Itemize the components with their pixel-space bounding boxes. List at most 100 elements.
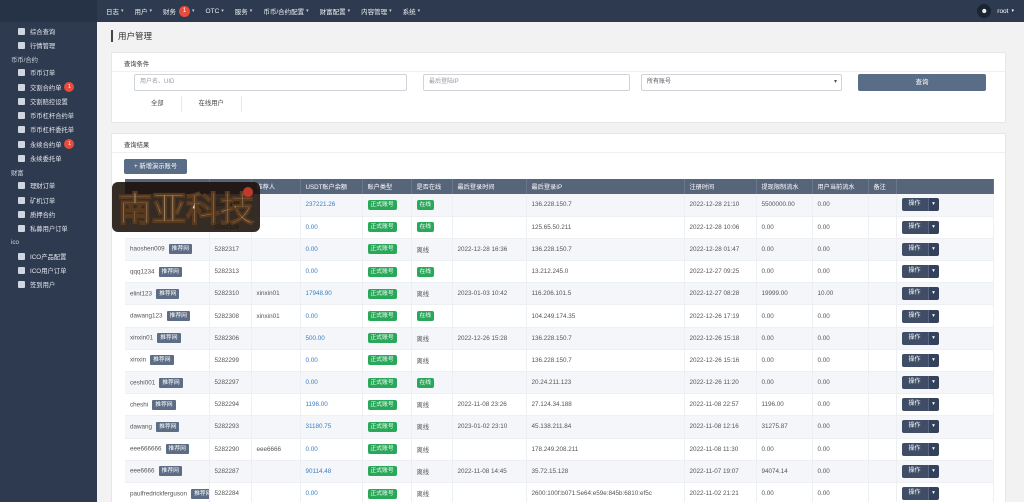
sidebar-item-4[interactable]: 交割合约单 1 [0,80,97,94]
chevron-down-icon[interactable]: ▾ [927,242,939,256]
cell-usdt[interactable]: 90114.48 [300,460,363,483]
sidebar-item-7[interactable]: 币币杠杆委托单 [0,123,97,137]
usdt-balance-link[interactable]: 0.00 [305,268,318,276]
action-group[interactable]: 操作 ▾ [901,331,939,345]
referral-tag[interactable]: 推荐网 [156,421,180,432]
nav-item-4[interactable]: 服务 ▾ [235,6,253,16]
action-group[interactable]: 操作 ▾ [901,309,939,323]
action-group[interactable]: 操作 ▾ [901,198,939,212]
user-search-input[interactable]: 用户名、UID [134,74,407,91]
cell-usdt[interactable]: 237221.26 [300,194,363,217]
nav-item-3[interactable]: OTC ▾ [206,8,224,15]
chevron-down-icon[interactable]: ▾ [927,287,939,301]
usdt-balance-link[interactable]: 237221.26 [305,201,336,209]
action-button[interactable]: 操作 [901,265,928,279]
cell-usdt[interactable]: 0.00 [300,238,363,262]
usdt-balance-link[interactable]: 0.00 [305,490,318,498]
referral-tag[interactable]: 推荐网 [152,399,176,410]
user-menu[interactable]: ☻ root ▾ [977,0,1014,22]
action-group[interactable]: 操作 ▾ [901,398,939,412]
action-group[interactable]: 操作 ▾ [901,376,939,390]
action-button[interactable]: 操作 [901,442,928,456]
sidebar-item-5[interactable]: 交割赔控设置 [0,94,97,108]
action-button[interactable]: 操作 [901,353,928,367]
tab-online-users[interactable]: 在线用户 [182,96,242,112]
action-group[interactable]: 操作 ▾ [901,487,939,501]
referral-tag[interactable]: 推荐网 [191,488,208,499]
chevron-down-icon[interactable]: ▾ [927,442,939,456]
action-button[interactable]: 操作 [901,220,928,234]
action-button[interactable]: 操作 [901,287,928,301]
nav-item-0[interactable]: 日志 ▾ [106,6,124,16]
chevron-down-icon[interactable]: ▾ [927,353,939,367]
chevron-down-icon[interactable]: ▾ [927,309,939,323]
usdt-balance-link[interactable]: 0.00 [305,356,318,364]
action-button[interactable]: 操作 [901,398,928,412]
usdt-balance-link[interactable]: 31180.75 [305,423,332,431]
action-button[interactable]: 操作 [901,487,928,501]
chevron-down-icon[interactable]: ▾ [927,265,939,279]
referral-tag[interactable]: 推荐网 [159,377,183,388]
action-group[interactable]: 操作 ▾ [901,420,939,434]
sidebar-item-14[interactable]: 私募用户订单 [0,222,97,236]
referral-tag[interactable]: 推荐网 [165,444,189,455]
sidebar-item-16[interactable]: ICO产品配置 [0,249,97,263]
chevron-down-icon[interactable]: ▾ [927,398,939,412]
cell-usdt[interactable]: 0.00 [300,216,363,239]
nav-item-7[interactable]: 内容管理 ▾ [361,6,392,16]
cell-usdt[interactable]: 1196.00 [300,393,363,417]
cell-usdt[interactable]: 0.00 [300,371,363,395]
usdt-balance-link[interactable]: 0.00 [305,312,318,320]
referral-tag[interactable]: 推荐网 [158,466,182,477]
action-group[interactable]: 操作 ▾ [901,287,939,301]
cell-usdt[interactable]: 0.00 [300,260,363,284]
action-button[interactable]: 操作 [901,420,928,434]
referral-tag[interactable]: 推荐网 [158,266,182,277]
action-button[interactable]: 操作 [901,464,928,478]
account-type-select[interactable]: 所有账号 ▾ [641,74,842,91]
sidebar-item-1[interactable]: 行情管理 [0,38,97,52]
nav-item-1[interactable]: 用户 ▾ [135,6,153,16]
referral-tag[interactable]: 推荐网 [166,311,190,322]
chevron-down-icon[interactable]: ▾ [927,376,939,390]
sidebar-item-9[interactable]: 永续委托单 [0,151,97,165]
chevron-down-icon[interactable]: ▾ [927,464,939,478]
referral-tag[interactable]: 推荐网 [150,355,174,366]
sidebar-item-0[interactable]: 综合查询 [0,24,97,38]
action-button[interactable]: 操作 [901,242,928,256]
usdt-balance-link[interactable]: 17948.90 [305,290,332,298]
add-demo-account-button[interactable]: + 新增演示账号 [124,159,188,174]
sidebar-item-12[interactable]: 矿机订单 [0,193,97,207]
chevron-down-icon[interactable]: ▾ [927,198,939,212]
usdt-balance-link[interactable]: 0.00 [305,445,318,453]
referral-tag[interactable]: 推荐网 [168,244,193,255]
action-group[interactable]: 操作 ▾ [901,220,939,234]
sidebar-item-17[interactable]: ICO用户订单 [0,263,97,277]
sidebar-item-11[interactable]: 理财订单 [0,179,97,193]
nav-item-8[interactable]: 系统 ▾ [403,6,421,16]
cell-usdt[interactable]: 0.00 [300,304,363,328]
nav-item-2[interactable]: 财务 1 ▾ [163,5,195,17]
search-button[interactable]: 查询 [858,74,986,91]
cell-usdt[interactable]: 0.00 [300,438,363,461]
cell-usdt[interactable]: 500.00 [300,327,363,350]
action-button[interactable]: 操作 [901,376,928,390]
referral-tag[interactable]: 推荐网 [156,288,180,299]
chevron-down-icon[interactable]: ▾ [927,487,939,501]
nav-item-6[interactable]: 财富配置 ▾ [320,6,351,16]
tab-all[interactable]: 全部 [134,96,182,112]
action-button[interactable]: 操作 [901,309,928,323]
action-group[interactable]: 操作 ▾ [901,242,939,256]
cell-usdt[interactable]: 0.00 [300,349,363,373]
cell-usdt[interactable]: 0.00 [300,482,363,502]
usdt-balance-link[interactable]: 0.00 [305,245,318,253]
chevron-down-icon[interactable]: ▾ [927,420,939,434]
action-group[interactable]: 操作 ▾ [901,464,939,478]
action-group[interactable]: 操作 ▾ [901,442,939,456]
usdt-balance-link[interactable]: 90114.48 [305,467,332,475]
chevron-down-icon[interactable]: ▾ [927,331,939,345]
action-button[interactable]: 操作 [901,198,928,212]
usdt-balance-link[interactable]: 500.00 [305,334,325,342]
usdt-balance-link[interactable]: 1196.00 [305,401,328,409]
action-group[interactable]: 操作 ▾ [901,265,939,279]
